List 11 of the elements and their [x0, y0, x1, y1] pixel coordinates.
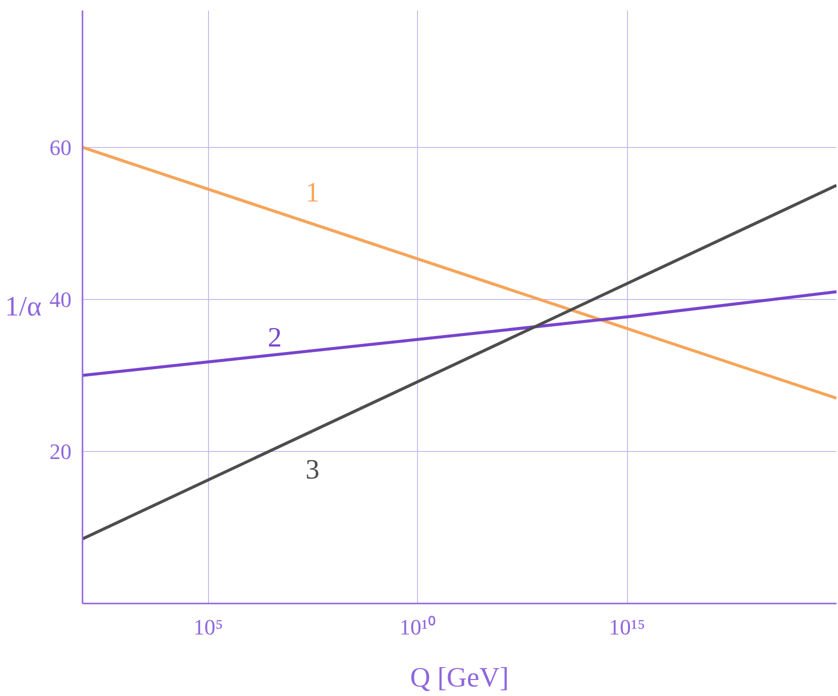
y-axis-title: 1/α	[5, 292, 42, 322]
series-label: 3	[305, 454, 320, 486]
y-tick-label: 40	[50, 286, 72, 312]
x-tick-label: 10¹⁵	[608, 614, 646, 640]
x-axis-title: Q [GeV]	[410, 662, 509, 694]
y-tick-label: 60	[50, 134, 72, 160]
series-label: 1	[305, 177, 320, 208]
y-tick-label: 20	[50, 438, 72, 464]
x-tick-label: 10¹⁰	[399, 614, 436, 640]
series-label: 2	[268, 322, 282, 354]
x-tick-label: 10⁵	[193, 614, 224, 640]
